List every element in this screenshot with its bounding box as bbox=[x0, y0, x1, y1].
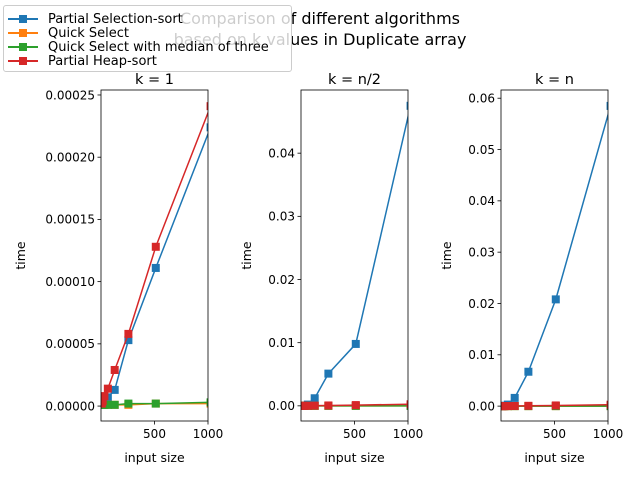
y-tick-label: 0.00015 bbox=[45, 213, 95, 227]
subplot-title: k = n bbox=[535, 72, 574, 88]
legend-label-partial-heap-sort: Partial Heap-sort bbox=[48, 53, 157, 69]
data-point-partial-selection-sort-6 bbox=[551, 295, 560, 304]
data-point-partial-selection-sort-6 bbox=[351, 339, 360, 348]
data-point-partial-heap-sort-3 bbox=[103, 384, 112, 393]
data-point-partial-selection-sort-7 bbox=[206, 123, 208, 132]
data-point-partial-heap-sort-4 bbox=[310, 401, 319, 410]
x-axis-label: input size bbox=[124, 450, 185, 465]
series-line-partial-selection-sort bbox=[501, 112, 608, 407]
data-point-partial-heap-sort-6 bbox=[151, 242, 160, 251]
data-point-partial-selection-sort-5 bbox=[524, 367, 533, 376]
legend-swatch-quick-select bbox=[8, 26, 38, 40]
subplot-title: k = 1 bbox=[135, 72, 174, 88]
data-point-partial-heap-sort-5 bbox=[324, 401, 333, 410]
data-point-partial-selection-sort-5 bbox=[324, 369, 333, 378]
subplot-2: 500 1000 0.00 0.01 0.02 0.03 0.04 k = n/2 input … bbox=[239, 72, 423, 465]
subplot-1: 500 1000 0.00000 0.00005 0.00010 0.00015 0.000… bbox=[13, 72, 223, 465]
y-tick-label: 0.00020 bbox=[45, 150, 95, 164]
axes-frame bbox=[500, 89, 609, 422]
data-point-partial-heap-sort-6 bbox=[351, 401, 360, 410]
series-partial-heap-sort bbox=[301, 400, 408, 410]
series-partial-selection-sort bbox=[501, 101, 608, 411]
data-point-quick-select-with-median-of-three-5 bbox=[124, 399, 133, 408]
subplots: 500 10000.000000.000050.000100.000150.000… bbox=[13, 72, 623, 465]
y-tick-label: 0.00 bbox=[468, 399, 495, 413]
series-partial-selection-sort bbox=[301, 101, 408, 410]
x-tick-label: 500 bbox=[343, 427, 366, 441]
data-point-partial-heap-sort-3 bbox=[303, 401, 312, 410]
data-point-partial-heap-sort-4 bbox=[110, 365, 119, 374]
data-point-partial-heap-sort-6 bbox=[551, 401, 560, 410]
y-tick-label: 0.06 bbox=[468, 92, 495, 106]
data-point-partial-heap-sort-5 bbox=[524, 401, 533, 410]
data-point-partial-selection-sort-6 bbox=[151, 263, 160, 272]
y-tick-label: 0.00000 bbox=[45, 399, 95, 413]
data-point-partial-selection-sort-5 bbox=[124, 336, 133, 345]
legend-marker-partial-selection-sort bbox=[19, 15, 27, 23]
y-tick-label: 0.00005 bbox=[45, 337, 95, 351]
axes-frame bbox=[300, 89, 409, 422]
y-tick-label: 0.02 bbox=[468, 297, 495, 311]
data-point-quick-select-with-median-of-three-3 bbox=[103, 400, 112, 409]
x-tick-label: 500 bbox=[543, 427, 566, 441]
data-point-partial-selection-sort-4 bbox=[510, 393, 519, 402]
data-point-partial-selection-sort-7 bbox=[406, 101, 408, 110]
y-tick-label: 0.00025 bbox=[45, 88, 95, 102]
data-point-partial-selection-sort-4 bbox=[310, 394, 319, 403]
y-tick-label: 0.04 bbox=[468, 194, 495, 208]
x-axis-label: input size bbox=[524, 450, 585, 465]
y-tick-label: 0.01 bbox=[468, 348, 495, 362]
data-point-partial-heap-sort-1 bbox=[101, 397, 107, 406]
y-axis-label: time bbox=[13, 241, 28, 270]
y-tick-label: 0.04 bbox=[268, 146, 295, 160]
x-tick-label: 1000 bbox=[393, 427, 424, 441]
x-axis-label: input size bbox=[324, 450, 385, 465]
data-point-quick-select-with-median-of-three-4 bbox=[110, 400, 119, 409]
legend-item-partial-selection-sort: Partial Selection-sort bbox=[8, 11, 183, 27]
data-point-partial-heap-sort-7 bbox=[606, 400, 608, 409]
legend-marker-quick-select-median bbox=[19, 43, 27, 51]
data-point-partial-selection-sort-4 bbox=[110, 385, 119, 394]
legend-swatch-partial-heap-sort bbox=[8, 54, 38, 68]
legend-marker-quick-select bbox=[19, 29, 27, 37]
legend-swatch-partial-selection-sort bbox=[8, 12, 38, 26]
x-tick-label: 500 bbox=[143, 427, 166, 441]
y-tick-label: 0.01 bbox=[268, 336, 295, 350]
subplot-3: 500 1000 0.00 0.01 0.02 0.03 0.04 0.05 0.06 k = n… bbox=[439, 72, 623, 465]
legend-label-quick-select: Quick Select bbox=[48, 25, 129, 41]
legend-marker-partial-heap-sort bbox=[19, 57, 27, 65]
legend-item-quick-select-median: Quick Select with median of three bbox=[8, 39, 269, 55]
y-axis-label: time bbox=[439, 241, 454, 270]
y-tick-label: 0.00 bbox=[268, 399, 295, 413]
legend-label-quick-select-median: Quick Select with median of three bbox=[48, 39, 269, 55]
y-tick-label: 0.03 bbox=[268, 210, 295, 224]
legend: Partial Selection-sort Quick Select Quic… bbox=[3, 5, 292, 72]
y-tick-label: 0.03 bbox=[468, 245, 495, 259]
y-axis-label: time bbox=[239, 241, 254, 270]
data-point-quick-select-with-median-of-three-6 bbox=[151, 399, 160, 408]
data-point-partial-selection-sort-7 bbox=[606, 101, 608, 110]
data-point-partial-heap-sort-2 bbox=[101, 392, 109, 401]
data-point-partial-heap-sort-7 bbox=[206, 102, 208, 111]
x-tick-label: 1000 bbox=[193, 427, 224, 441]
y-tick-label: 0.00010 bbox=[45, 275, 95, 289]
data-point-partial-heap-sort-5 bbox=[124, 329, 133, 338]
data-point-partial-heap-sort-3 bbox=[503, 402, 512, 411]
series-partial-heap-sort bbox=[101, 102, 208, 408]
x-tick-label: 1000 bbox=[593, 427, 624, 441]
series-partial-heap-sort bbox=[501, 400, 608, 411]
data-point-quick-select-with-median-of-three-7 bbox=[206, 398, 208, 407]
subplot-title: k = n/2 bbox=[328, 72, 381, 88]
data-point-partial-heap-sort-4 bbox=[510, 401, 519, 410]
legend-item-partial-heap-sort: Partial Heap-sort bbox=[8, 53, 157, 69]
series-line-partial-heap-sort bbox=[101, 110, 208, 404]
y-tick-label: 0.02 bbox=[268, 273, 295, 287]
y-tick-label: 0.05 bbox=[468, 143, 495, 157]
series-line-partial-selection-sort bbox=[301, 113, 408, 407]
legend-swatch-quick-select-median bbox=[8, 40, 38, 54]
legend-item-quick-select: Quick Select bbox=[8, 25, 129, 41]
legend-label-partial-selection-sort: Partial Selection-sort bbox=[48, 11, 183, 27]
data-point-partial-heap-sort-7 bbox=[406, 400, 408, 409]
